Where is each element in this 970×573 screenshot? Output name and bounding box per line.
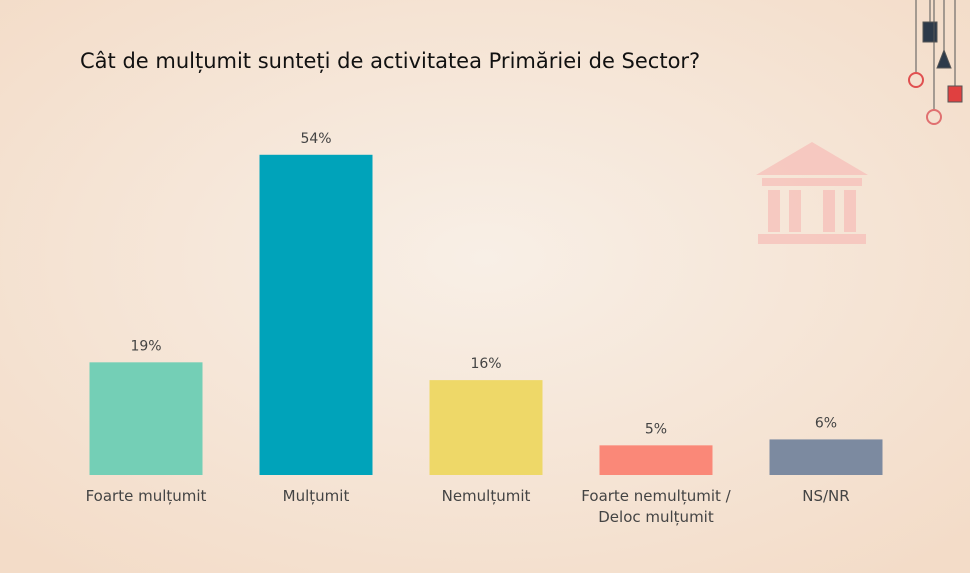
- value-label: 19%: [130, 338, 161, 354]
- bar: [599, 445, 713, 475]
- value-label: 16%: [470, 356, 501, 372]
- bar: [429, 380, 543, 475]
- ornaments: [908, 0, 963, 125]
- bar: [89, 362, 203, 475]
- x-tick-label: Foarte nemulțumit / Deloc mulțumit: [581, 487, 731, 526]
- chart-title: Cât de mulțumit sunteți de activitatea P…: [80, 49, 700, 73]
- value-label: 54%: [300, 131, 331, 147]
- value-label: 6%: [815, 415, 837, 431]
- x-tick-label: NS/NR: [802, 487, 849, 505]
- x-tick-label: Nemulțumit: [442, 487, 531, 505]
- bar: [769, 439, 883, 475]
- bank-icon: [756, 142, 868, 244]
- x-tick-label: Foarte mulțumit: [86, 487, 207, 505]
- x-tick-label: Mulțumit: [283, 487, 350, 505]
- value-label: 5%: [645, 421, 667, 437]
- bar: [259, 154, 373, 475]
